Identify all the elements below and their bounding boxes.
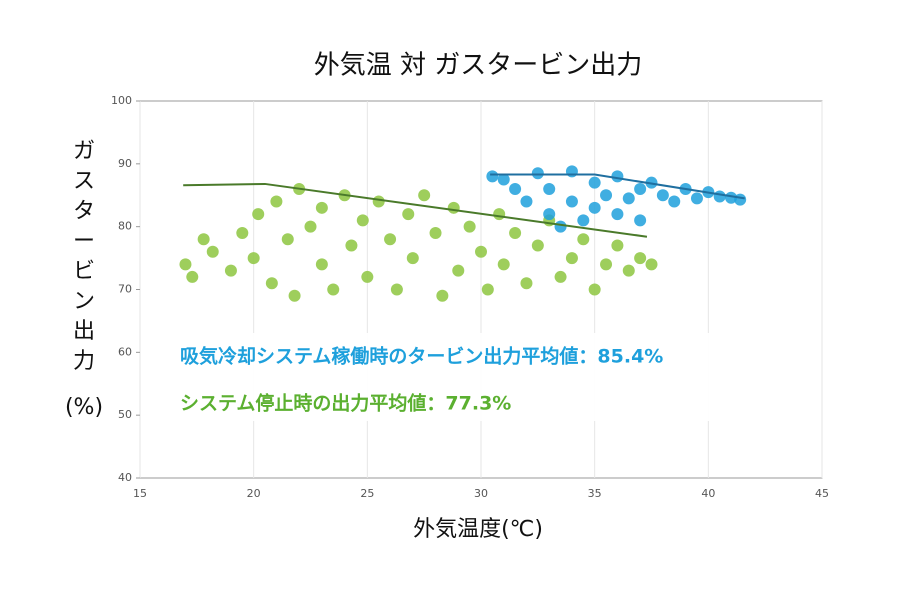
data-point (315, 258, 328, 271)
data-point (611, 239, 624, 252)
data-point (565, 252, 578, 265)
data-point (327, 283, 340, 296)
data-point (452, 264, 465, 277)
data-point (447, 201, 460, 214)
data-point (634, 214, 647, 227)
data-point (384, 233, 397, 246)
data-point (634, 252, 647, 265)
data-point (588, 283, 601, 296)
data-point (270, 195, 283, 208)
data-point (390, 283, 403, 296)
data-point (486, 170, 499, 183)
data-point (493, 208, 506, 221)
data-point (611, 170, 624, 183)
y-axis-unit: (%) (65, 395, 103, 420)
x-tick-label: 15 (133, 487, 147, 500)
data-point (497, 258, 510, 271)
x-tick-label: 45 (815, 487, 829, 500)
data-point (463, 220, 476, 233)
data-point (418, 189, 431, 202)
data-point (481, 283, 494, 296)
data-point (611, 208, 624, 221)
data-point (543, 208, 556, 221)
data-point (531, 167, 544, 180)
data-point (252, 208, 265, 221)
annotation: 吸気冷却システム稼働時のタービン出力平均値：85.4% (180, 345, 663, 368)
data-point (429, 226, 442, 239)
annotation-box (168, 333, 780, 421)
chart-title: 外気温 対 ガスタービン出力 (314, 51, 643, 81)
data-point (668, 195, 681, 208)
data-point (265, 277, 278, 290)
data-point (577, 233, 590, 246)
y-tick-label: 50 (118, 408, 132, 421)
data-point (288, 289, 301, 302)
y-axis-label: ガスタービン出力 (73, 139, 95, 374)
data-point (634, 182, 647, 195)
data-point (236, 226, 249, 239)
x-tick-label: 20 (247, 487, 261, 500)
data-point (247, 252, 260, 265)
data-point (600, 258, 613, 271)
data-point (356, 214, 369, 227)
data-point (690, 192, 703, 205)
data-point (713, 190, 726, 203)
data-point (577, 214, 590, 227)
data-point (406, 252, 419, 265)
y-tick-label: 70 (118, 283, 132, 296)
trend-line (490, 173, 745, 200)
data-point (436, 289, 449, 302)
data-point (224, 264, 237, 277)
data-point (600, 189, 613, 202)
x-tick-label: 25 (360, 487, 374, 500)
x-tick-label: 40 (701, 487, 715, 500)
data-point (531, 239, 544, 252)
data-point (281, 233, 294, 246)
y-tick-label: 100 (111, 94, 132, 107)
y-tick-label: 80 (118, 220, 132, 233)
data-point (588, 176, 601, 189)
annotation: システム停止時の出力平均値：77.3% (180, 392, 511, 415)
data-point (565, 165, 578, 178)
y-tick-label: 40 (118, 471, 132, 484)
data-point (361, 270, 374, 283)
data-point (402, 208, 415, 221)
data-point (179, 258, 192, 271)
data-point (543, 182, 556, 195)
data-point (315, 201, 328, 214)
x-axis-label: 外気温度(℃) (413, 517, 543, 542)
data-point (509, 182, 522, 195)
data-point (565, 195, 578, 208)
data-point (588, 201, 601, 214)
data-point (622, 264, 635, 277)
data-point (475, 245, 487, 258)
data-point (656, 189, 669, 202)
data-point (197, 233, 210, 246)
data-point (645, 258, 658, 271)
data-point (206, 245, 219, 258)
x-tick-label: 35 (588, 487, 602, 500)
data-point (497, 173, 510, 186)
data-point (554, 270, 567, 283)
data-point (554, 220, 567, 233)
data-point (186, 270, 199, 283)
data-point (520, 277, 533, 290)
y-tick-label: 60 (118, 345, 132, 358)
data-point (372, 195, 385, 208)
x-tick-label: 30 (474, 487, 488, 500)
data-point (509, 226, 522, 239)
data-point (622, 192, 635, 205)
data-point (304, 220, 317, 233)
y-tick-label: 90 (118, 157, 132, 170)
trend-line (183, 182, 648, 238)
data-point (520, 195, 533, 208)
data-point (345, 239, 358, 252)
data-point (734, 193, 747, 206)
